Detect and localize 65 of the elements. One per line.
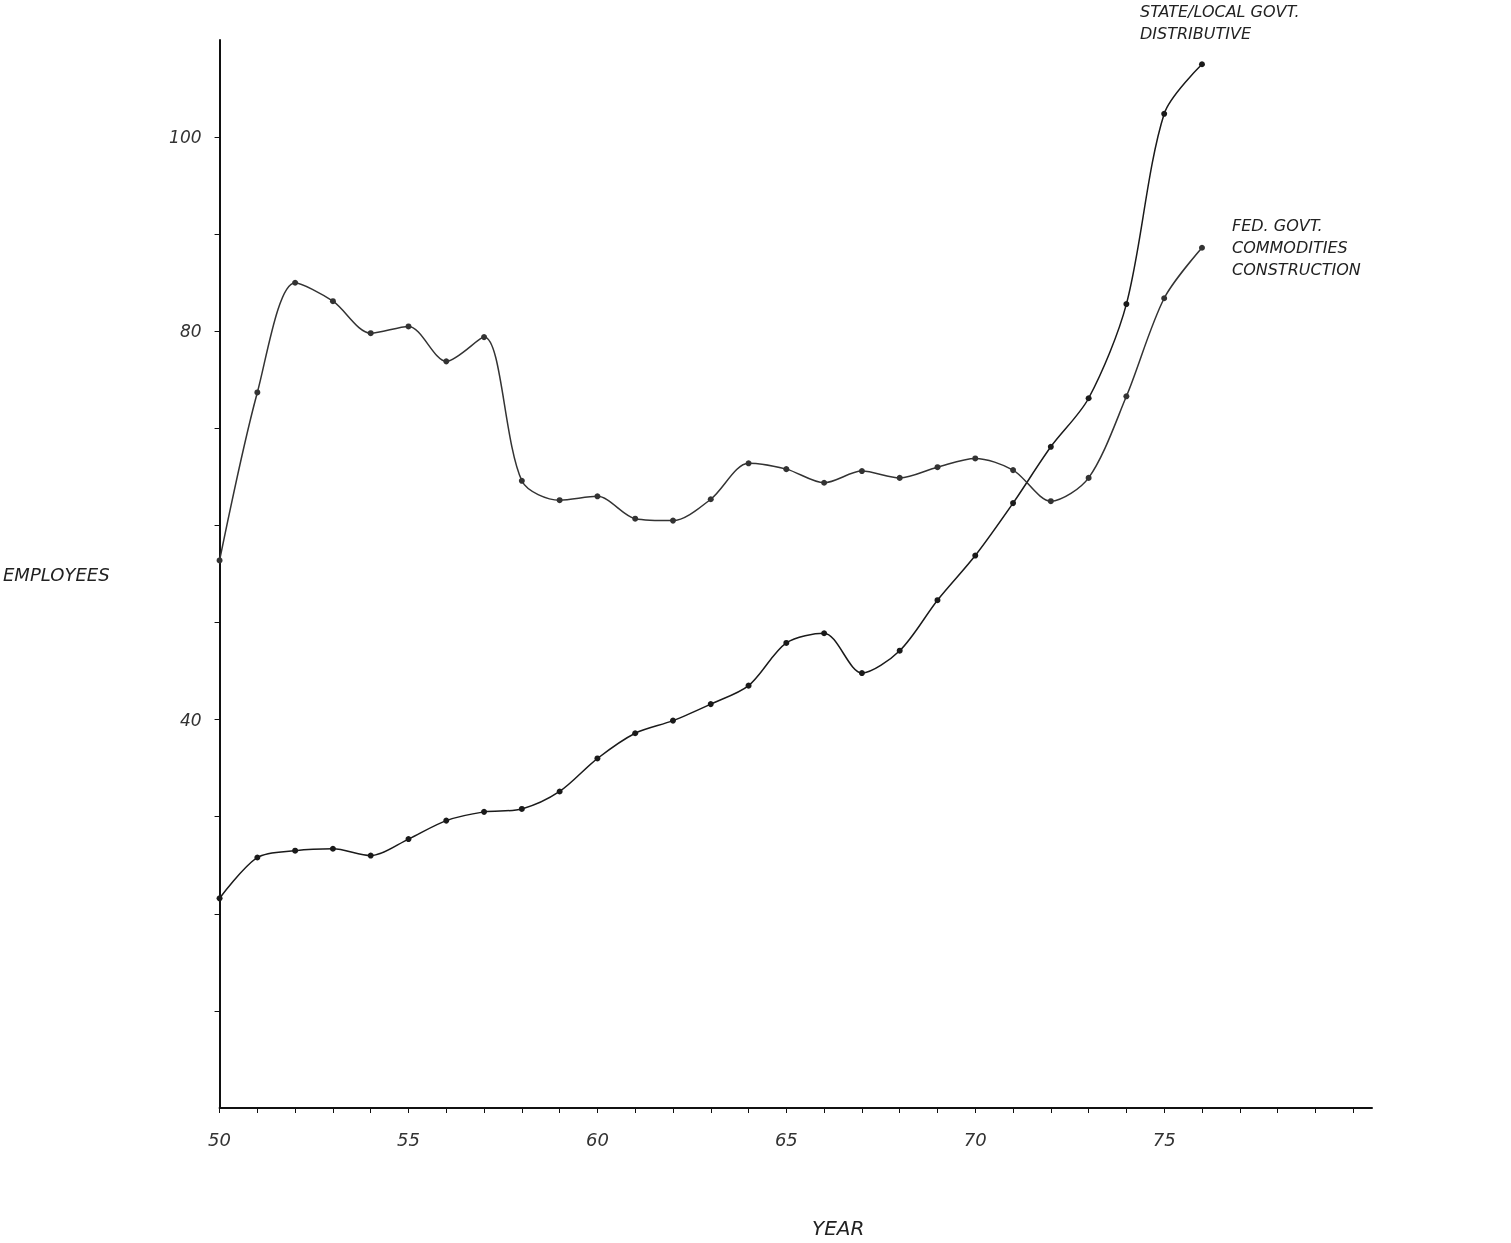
point	[821, 630, 828, 637]
point	[632, 730, 639, 737]
text: STATE/LOCAL GOVT. DISTRIBUTIVE	[1139, 1, 1305, 43]
point	[216, 557, 223, 564]
point	[972, 455, 979, 462]
x-tick-label: 75	[1152, 1128, 1176, 1150]
point	[1085, 395, 1092, 402]
point	[707, 701, 714, 708]
point	[518, 805, 525, 812]
x-tick-label: 55	[397, 1128, 420, 1150]
y-tick-label: 80	[179, 321, 202, 342]
x-tick-label: 60	[585, 1128, 609, 1150]
point	[481, 808, 488, 815]
point	[632, 515, 639, 522]
point	[1198, 61, 1205, 68]
point	[1198, 244, 1205, 251]
y-tick-label: 40	[179, 709, 202, 730]
point	[405, 323, 412, 330]
point	[329, 845, 336, 852]
point	[594, 755, 601, 762]
point	[1047, 498, 1054, 505]
y-axis-title: EMPLOYEES	[2, 563, 110, 585]
point	[329, 298, 336, 305]
point	[858, 468, 865, 475]
point	[292, 847, 299, 854]
point	[367, 330, 374, 337]
point	[556, 497, 563, 504]
point	[1047, 443, 1054, 450]
point	[669, 717, 676, 724]
point	[821, 479, 828, 486]
point	[783, 466, 790, 473]
point	[594, 493, 601, 500]
y-tick-label: 100	[169, 127, 202, 148]
point	[896, 474, 903, 481]
point	[1010, 500, 1017, 507]
x-tick-label: 65	[774, 1128, 798, 1150]
point	[1085, 474, 1092, 481]
point	[1161, 295, 1168, 302]
point	[745, 460, 752, 467]
point	[518, 477, 525, 484]
point	[1010, 467, 1017, 474]
point	[783, 639, 790, 646]
point	[443, 817, 450, 824]
point	[707, 496, 714, 503]
point	[934, 597, 941, 604]
series-label: FED. GOVT. COMMODITIES CONSTRUCTION	[1231, 216, 1361, 280]
point	[972, 552, 979, 559]
point	[556, 788, 563, 795]
point	[216, 895, 223, 902]
point	[1161, 110, 1168, 117]
point	[405, 836, 412, 843]
point	[443, 358, 450, 365]
x-axis-title: YEAR	[812, 1216, 865, 1240]
point	[896, 647, 903, 654]
point	[292, 279, 299, 286]
point	[481, 334, 488, 341]
point	[858, 670, 865, 677]
point	[254, 854, 261, 861]
point	[934, 464, 941, 471]
point	[669, 517, 676, 524]
point	[254, 389, 261, 396]
x-tick-label: 50	[208, 1128, 232, 1150]
point	[1123, 301, 1130, 308]
x-tick-label: 70	[963, 1128, 987, 1150]
point	[1123, 393, 1130, 400]
